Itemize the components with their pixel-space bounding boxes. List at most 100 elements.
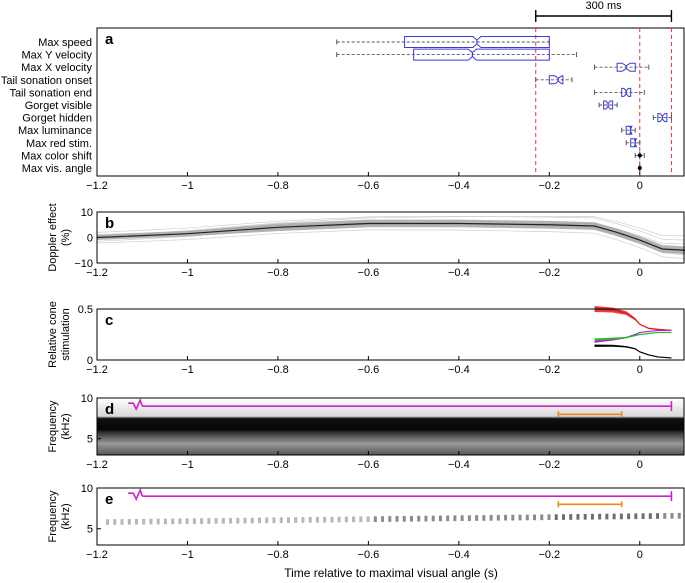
- category-label: Gorget visible: [25, 100, 92, 112]
- y-axis-label-line: stimulation: [60, 308, 72, 361]
- cone-line: [594, 345, 672, 359]
- box: [637, 164, 642, 172]
- y-axis-label-line: (kHz): [60, 503, 72, 529]
- plot-frame: [96, 308, 685, 361]
- spectrogram-pulse: [221, 517, 225, 524]
- y-tick-label: 0.5: [78, 304, 93, 316]
- category-label: Tail sonation onset: [1, 75, 92, 87]
- panel-d: 10 5 Frequency(kHz) d −1.2 −1 −0.8 −0.6 −0.4 −0.2…: [47, 393, 685, 471]
- spectrogram-pulse: [192, 518, 196, 524]
- spectrogram-pulse: [540, 514, 544, 521]
- box-body: [616, 62, 636, 72]
- spectrogram-pulse: [402, 515, 406, 522]
- cone-band: [594, 305, 672, 332]
- x-tick-label: −1: [181, 364, 194, 376]
- spectrogram-pulse: [279, 517, 283, 524]
- spectrogram-pulse: [554, 514, 558, 520]
- spectrogram-pulse: [272, 517, 276, 524]
- spectrogram-pulse: [417, 515, 421, 522]
- spectrogram-pulse: [388, 516, 392, 522]
- spectrogram-pulse: [504, 514, 508, 521]
- spectrogram-pulse: [113, 519, 117, 525]
- spectrogram-pulse: [533, 514, 537, 521]
- box: [535, 75, 573, 85]
- spectrogram-pulse: [127, 519, 131, 525]
- spectrogram-pulse: [120, 519, 124, 525]
- spectrogram-pulse: [265, 517, 269, 524]
- x-tick-label: −1: [181, 459, 194, 471]
- y-tick-label: 0: [87, 355, 93, 367]
- spectrogram-pulse: [395, 516, 399, 522]
- y-tick-label: 10: [81, 393, 93, 405]
- y-axis-label-line: Relative cone: [47, 301, 59, 368]
- box-body: [603, 100, 614, 110]
- panel-letter: b: [105, 215, 114, 232]
- x-tick-label: −1.2: [86, 267, 108, 279]
- spectrogram-pulse: [185, 518, 189, 525]
- individual-trace: [96, 215, 685, 241]
- spectrogram-pulse: [590, 513, 594, 520]
- x-axis-label: Time relative to maximal visual angle (s…: [284, 566, 498, 580]
- x-tick-label: −0.4: [448, 549, 470, 561]
- spectrogram-pulse: [482, 515, 486, 521]
- mean-line: [96, 222, 685, 251]
- spectrogram-pulse: [641, 513, 645, 520]
- x-tick-label: −1.2: [86, 180, 108, 192]
- box-body: [657, 113, 668, 123]
- spectrogram-pulse: [489, 515, 493, 521]
- y-axis-label-line: Frequency: [47, 490, 59, 542]
- y-tick-label: 0: [87, 233, 93, 245]
- spectrogram-pulse: [511, 514, 515, 521]
- box: [621, 125, 636, 135]
- x-tick-label: −1.2: [86, 459, 108, 471]
- cone-line: [594, 308, 672, 332]
- panel-letter: e: [105, 491, 113, 508]
- x-tick-label: −1: [181, 267, 194, 279]
- category-label: Max color shift: [21, 150, 92, 162]
- x-tick-label: −1.2: [86, 549, 108, 561]
- category-label: Max speed: [38, 37, 92, 49]
- box: [336, 48, 577, 61]
- x-tick-label: 0: [637, 364, 643, 376]
- spectrogram-pulse: [525, 514, 529, 521]
- box: [652, 113, 672, 123]
- spectrogram-pulse: [424, 515, 428, 522]
- spectrogram-pulse: [409, 515, 413, 522]
- spectrogram-pulse: [518, 514, 522, 521]
- spectrogram-pulse: [619, 513, 623, 520]
- x-tick-label: −1.2: [86, 364, 108, 376]
- spectrogram-pulse: [149, 518, 153, 525]
- spectrogram-pulse: [634, 513, 638, 520]
- spectrogram-pulse: [359, 516, 363, 523]
- x-tick-label: −0.8: [267, 180, 289, 192]
- spectrogram-pulse: [178, 518, 182, 525]
- spectrogram-pulse: [547, 514, 551, 521]
- x-tick-label: −1: [181, 180, 194, 192]
- y-tick-label: −10: [74, 258, 93, 270]
- x-tick-label: −0.6: [358, 180, 380, 192]
- spectrogram-pulse: [301, 517, 305, 523]
- x-tick-label: −0.4: [448, 267, 470, 279]
- plot-frame: [96, 397, 685, 456]
- category-label: Max luminance: [18, 125, 92, 137]
- spectrogram-pulse: [598, 513, 602, 520]
- box-body: [625, 125, 633, 135]
- y-axis-label: Doppler effect(%): [47, 203, 72, 271]
- x-tick-label: 0: [637, 267, 643, 279]
- cone-band: [594, 344, 672, 359]
- spectrogram-pulse: [627, 513, 631, 520]
- spectrogram-pulse: [236, 517, 240, 524]
- panel-letter: d: [105, 401, 114, 418]
- category-label: Max red stim.: [26, 138, 92, 150]
- x-tick-label: 0: [637, 180, 643, 192]
- plot-frame: [96, 27, 685, 177]
- spectrogram-pulse: [337, 516, 341, 523]
- median-point: [637, 153, 642, 158]
- spectrogram-pulse: [308, 517, 312, 523]
- spectrogram-pulse: [453, 515, 457, 522]
- plot-frame: [96, 487, 685, 546]
- spectrogram-pulse: [163, 518, 167, 525]
- spectrogram-pulse: [576, 514, 580, 520]
